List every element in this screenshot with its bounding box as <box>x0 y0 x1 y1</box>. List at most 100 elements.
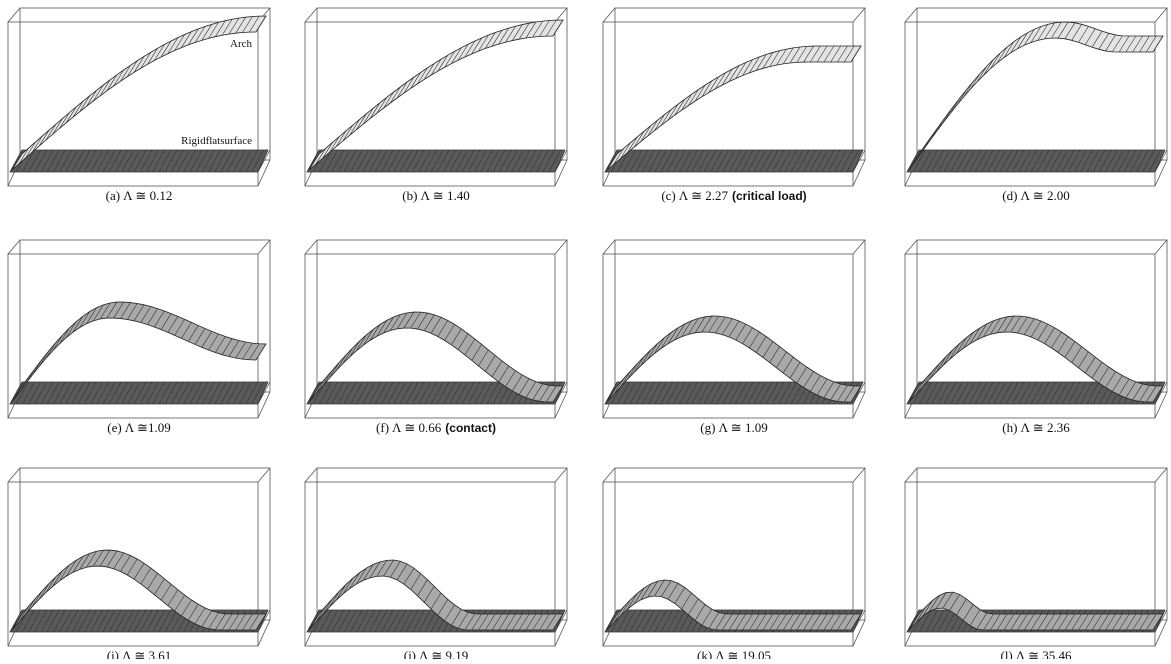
annotation-arch: Arch <box>230 38 252 50</box>
caption-lambda: Λ ≅ 1.09 <box>718 420 767 435</box>
arch-stripe <box>956 90 966 106</box>
frame-edge <box>603 8 615 22</box>
caption-lambda: Λ ≅1.09 <box>125 420 171 435</box>
caption-label: (i) <box>107 648 119 659</box>
frame-edge <box>603 468 615 482</box>
frame-edge <box>555 240 567 254</box>
arch-stripe <box>923 135 933 151</box>
caption-lambda: Λ ≅ 19.05 <box>715 648 771 659</box>
caption: (b)Λ ≅ 1.40 <box>402 188 469 203</box>
panel: (k)Λ ≅ 19.05 <box>603 468 865 659</box>
caption-note: (critical load) <box>732 189 807 203</box>
frame-edge <box>258 240 270 254</box>
panel: (d)Λ ≅ 2.00 <box>905 8 1167 203</box>
caption-lambda: Λ ≅ 0.66 <box>392 420 442 435</box>
arch-stripe <box>329 362 339 378</box>
arch-stripe <box>936 116 946 132</box>
caption-lambda: Λ ≅ 2.00 <box>1020 188 1069 203</box>
panel: (l) Λ ≅ 35.46 <box>905 468 1167 659</box>
frame-edge <box>1155 240 1167 254</box>
frame-edge <box>8 240 20 254</box>
caption-label: (j) <box>404 648 416 659</box>
arch-stripe <box>26 368 36 384</box>
arch-stripe <box>32 591 42 607</box>
panel: (c)Λ ≅ 2.27(critical load) <box>603 8 865 203</box>
frame-edge <box>905 8 917 22</box>
arch-stripe <box>39 351 49 367</box>
caption-label: (h) <box>1002 420 1017 435</box>
caption: (f)Λ ≅ 0.66(contact) <box>376 420 496 435</box>
back-frame <box>615 468 865 620</box>
frame-edge <box>305 468 317 482</box>
arch-stripe <box>943 107 953 123</box>
caption-label: (k) <box>697 648 712 659</box>
panel: (h)Λ ≅ 2.36 <box>905 240 1167 435</box>
caption-label: (g) <box>700 420 715 435</box>
caption-lambda: Λ ≅ 9.19 <box>419 648 468 659</box>
frame-edge <box>305 8 317 22</box>
arch-stripe <box>46 342 56 358</box>
frame-edge <box>905 468 917 482</box>
annotation-surface: Rigidflatsurface <box>181 135 252 147</box>
caption: (a)Λ ≅ 0.12 <box>106 188 173 203</box>
panel: (j)Λ ≅ 9.19 <box>305 468 567 659</box>
caption-lambda: Λ ≅ 3.61 <box>122 648 171 659</box>
caption: (g)Λ ≅ 1.09 <box>700 420 767 435</box>
back-frame <box>917 240 1167 392</box>
caption: (d)Λ ≅ 2.00 <box>1002 188 1069 203</box>
frame-edge <box>853 8 865 22</box>
figure: (a)Λ ≅ 0.12 (b)Λ ≅ 1.40 (c)Λ ≅ 2.27(critic… <box>0 0 1171 659</box>
arch-stripe <box>950 98 960 114</box>
panel: (e) Λ ≅1.09 <box>8 240 270 435</box>
frame-edge <box>555 468 567 482</box>
caption-lambda: Λ ≅ 2.36 <box>1020 420 1070 435</box>
arch-stripe <box>627 363 637 379</box>
back-frame <box>615 8 865 160</box>
caption: (k)Λ ≅ 19.05 <box>697 648 771 659</box>
caption-label: (b) <box>402 188 417 203</box>
frame-edge <box>8 468 20 482</box>
caption-label: (a) <box>106 188 120 203</box>
caption: (l) Λ ≅ 35.46 <box>1000 648 1072 659</box>
frame-edge <box>258 468 270 482</box>
caption: (j)Λ ≅ 9.19 <box>404 648 469 659</box>
caption-note: (contact) <box>445 421 496 435</box>
arch-stripe <box>963 81 973 97</box>
panel: (f)Λ ≅ 0.66(contact) <box>305 240 567 435</box>
frame-edge <box>1155 468 1167 482</box>
frame-edge <box>905 240 917 254</box>
page: {"panels": [ {"label": "(a)", "lambda": … <box>0 0 1171 659</box>
arch-stripe <box>336 355 346 371</box>
frame-edge <box>8 8 20 22</box>
caption: (h)Λ ≅ 2.36 <box>1002 420 1070 435</box>
caption-label: (l) <box>1000 648 1012 659</box>
arch-stripe <box>929 125 939 141</box>
caption-label: (d) <box>1002 188 1017 203</box>
arch-stripe <box>977 66 987 82</box>
caption-lambda: Λ ≅ 1.40 <box>420 188 469 203</box>
arch-stripe <box>970 74 980 90</box>
caption-label: (f) <box>376 420 389 435</box>
frame-edge <box>853 240 865 254</box>
caption: (i)Λ ≅ 3.61 <box>107 648 172 659</box>
arch-stripe <box>32 359 42 375</box>
frame-edge <box>853 468 865 482</box>
caption: (e) Λ ≅1.09 <box>107 420 170 435</box>
arch <box>309 20 563 170</box>
panel: (g)Λ ≅ 1.09 <box>603 240 865 435</box>
frame-edge <box>603 240 615 254</box>
panel: (i)Λ ≅ 3.61 <box>8 468 270 659</box>
frame-edge <box>305 240 317 254</box>
caption-label: (c) <box>661 188 675 203</box>
arch-stripe <box>929 363 939 379</box>
back-frame <box>20 468 270 620</box>
back-frame <box>615 240 865 392</box>
back-frame <box>317 240 567 392</box>
caption-lambda: Λ ≅ 0.12 <box>123 188 172 203</box>
caption-label: (e) <box>107 420 121 435</box>
frame-edge <box>1155 8 1167 22</box>
arch <box>909 22 1163 170</box>
caption-lambda: Λ ≅ 35.46 <box>1016 648 1072 659</box>
caption: (c)Λ ≅ 2.27(critical load) <box>661 188 806 203</box>
panel: (b)Λ ≅ 1.40 <box>305 8 567 203</box>
